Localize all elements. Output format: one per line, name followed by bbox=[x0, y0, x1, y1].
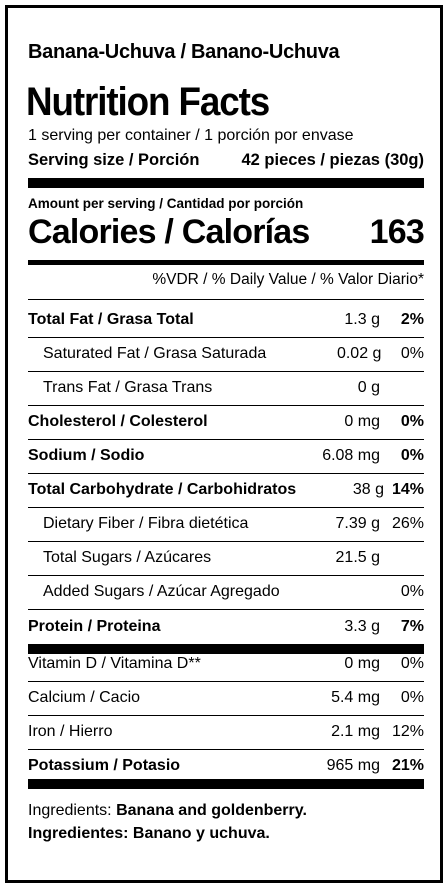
vitamin-name: Calcium / Cacio bbox=[28, 689, 141, 706]
serving-size-value: 42 pieces / piezas (30g) bbox=[241, 151, 424, 169]
ingredients: Ingredients: Banana and goldenberry. Ing… bbox=[28, 799, 424, 845]
nutrient-row-added-sugars: Added Sugars / Azúcar Agregado 0% bbox=[28, 575, 424, 609]
nutrient-dv: 0% bbox=[400, 583, 424, 600]
vitamin-row-iron: Iron / Hierro 2.1 mg 12% bbox=[28, 715, 424, 749]
vitamin-row-potassium: Potassium / Potasio 965 mg 21% bbox=[28, 749, 424, 783]
nutrient-dv: 0% bbox=[400, 447, 424, 464]
nutrient-dv: 14% bbox=[391, 481, 424, 498]
nutrient-row-total-fat: Total Fat / Grasa Total 1.3 g 2% bbox=[28, 303, 424, 337]
nutrient-name: Protein / Proteina bbox=[28, 618, 161, 635]
row-divider bbox=[28, 681, 424, 682]
nutrient-row-saturated-fat: Saturated Fat / Grasa Saturada 0.02 g 0% bbox=[28, 337, 424, 371]
vitamin-row-calcium: Calcium / Cacio 5.4 mg 0% bbox=[28, 681, 424, 715]
nutrient-name: Cholesterol / Colesterol bbox=[28, 413, 208, 430]
divider-thick bbox=[28, 178, 424, 188]
nutrient-dv: 2% bbox=[400, 311, 424, 328]
nutrient-name: Saturated Fat / Grasa Saturada bbox=[43, 345, 267, 362]
divider-medium bbox=[28, 260, 424, 265]
nutrient-amount: 38 g bbox=[352, 481, 384, 498]
ingredients-label-en: Ingredients: bbox=[28, 802, 112, 819]
nutrient-row-cholesterol: Cholesterol / Colesterol 0 mg 0% bbox=[28, 405, 424, 439]
vitamin-name: Potassium / Potasio bbox=[28, 757, 181, 774]
vitamin-amount: 0 mg bbox=[344, 655, 380, 672]
ingredients-es: Ingredientes: Banano y uchuva. bbox=[28, 825, 270, 842]
nutrient-row-sodium: Sodium / Sodio 6.08 mg 0% bbox=[28, 439, 424, 473]
calories-row: Calories / Calorías 163 bbox=[28, 213, 425, 252]
ingredients-en: Ingredients: Banana and goldenberry. bbox=[28, 799, 424, 822]
daily-value-header: %VDR / % Daily Value / % Valor Diario* bbox=[152, 271, 424, 288]
nutrient-amount: 0.02 g bbox=[336, 345, 382, 362]
servings-per-container: 1 serving per container / 1 porción por … bbox=[28, 127, 354, 144]
row-divider bbox=[28, 371, 424, 372]
nutrition-label: Banana-Uchuva / Banano-Uchuva Nutrition … bbox=[5, 5, 443, 883]
divider-thick bbox=[28, 644, 424, 654]
vitamin-dv: 0% bbox=[400, 689, 424, 706]
calories-value: 163 bbox=[369, 213, 425, 251]
nutrient-dv: 7% bbox=[400, 618, 424, 635]
nutrient-name: Added Sugars / Azúcar Agregado bbox=[43, 583, 280, 600]
row-divider bbox=[28, 337, 424, 338]
row-divider bbox=[28, 575, 424, 576]
vitamin-name: Vitamin D / Vitamina D** bbox=[28, 655, 201, 672]
vitamin-dv: 0% bbox=[400, 655, 424, 672]
nutrient-amount: 0 g bbox=[357, 379, 380, 396]
row-divider bbox=[28, 473, 424, 474]
vitamin-name: Iron / Hierro bbox=[28, 723, 113, 740]
nutrient-row-dietary-fiber: Dietary Fiber / Fibra dietética 7.39 g 2… bbox=[28, 507, 424, 541]
nutrient-amount: 1.3 g bbox=[344, 311, 380, 328]
serving-size-label: Serving size / Porción bbox=[28, 151, 200, 169]
nutrient-row-protein: Protein / Proteina 3.3 g 7% bbox=[28, 610, 424, 644]
calories-label: Calories / Calorías bbox=[28, 213, 310, 251]
vitamin-amount: 2.1 mg bbox=[331, 723, 380, 740]
nutrient-name: Sodium / Sodio bbox=[28, 447, 145, 464]
nutrient-amount: 6.08 mg bbox=[322, 447, 380, 464]
row-divider bbox=[28, 507, 424, 508]
nutrient-dv: 26% bbox=[391, 515, 424, 532]
serving-size: Serving size / Porción 42 pieces / pieza… bbox=[28, 151, 424, 170]
nutrient-row-total-sugars: Total Sugars / Azúcares 21.5 g bbox=[28, 541, 424, 575]
nutrient-name: Trans Fat / Grasa Trans bbox=[43, 379, 213, 396]
vitamin-row-vitamin-d: Vitamin D / Vitamina D** 0 mg 0% bbox=[28, 647, 424, 681]
nutrient-dv: 0% bbox=[400, 345, 424, 362]
nutrient-name: Dietary Fiber / Fibra dietética bbox=[43, 515, 249, 532]
nutrient-amount: 21.5 g bbox=[335, 549, 380, 566]
nutrient-row-trans-fat: Trans Fat / Grasa Trans 0 g bbox=[28, 371, 424, 405]
row-divider bbox=[28, 541, 424, 542]
nutrient-row-total-carbohydrate: Total Carbohydrate / Carbohidratos 38 g … bbox=[28, 473, 424, 507]
vitamin-dv: 21% bbox=[391, 757, 424, 774]
vitamin-amount: 5.4 mg bbox=[331, 689, 380, 706]
nutrient-amount: 0 mg bbox=[344, 413, 380, 430]
row-divider bbox=[28, 405, 424, 406]
divider-thick bbox=[28, 779, 424, 789]
row-divider bbox=[28, 609, 424, 610]
nutrition-facts-title: Nutrition Facts bbox=[26, 80, 270, 124]
nutrient-name: Total Sugars / Azúcares bbox=[43, 549, 212, 566]
row-divider bbox=[28, 299, 424, 300]
nutrient-name: Total Fat / Grasa Total bbox=[28, 311, 194, 328]
nutrient-name: Total Carbohydrate / Carbohidratos bbox=[28, 481, 297, 498]
amount-per-serving: Amount per serving / Cantidad por porció… bbox=[28, 196, 304, 211]
vitamin-amount: 965 mg bbox=[326, 757, 380, 774]
nutrient-amount: 3.3 g bbox=[344, 618, 380, 635]
vitamin-dv: 12% bbox=[391, 723, 424, 740]
product-name: Banana-Uchuva / Banano-Uchuva bbox=[28, 41, 340, 63]
row-divider bbox=[28, 715, 424, 716]
row-divider bbox=[28, 749, 424, 750]
nutrient-dv: 0% bbox=[400, 413, 424, 430]
row-divider bbox=[28, 439, 424, 440]
nutrient-amount: 7.39 g bbox=[335, 515, 380, 532]
ingredients-list-en: Banana and goldenberry. bbox=[116, 802, 307, 819]
